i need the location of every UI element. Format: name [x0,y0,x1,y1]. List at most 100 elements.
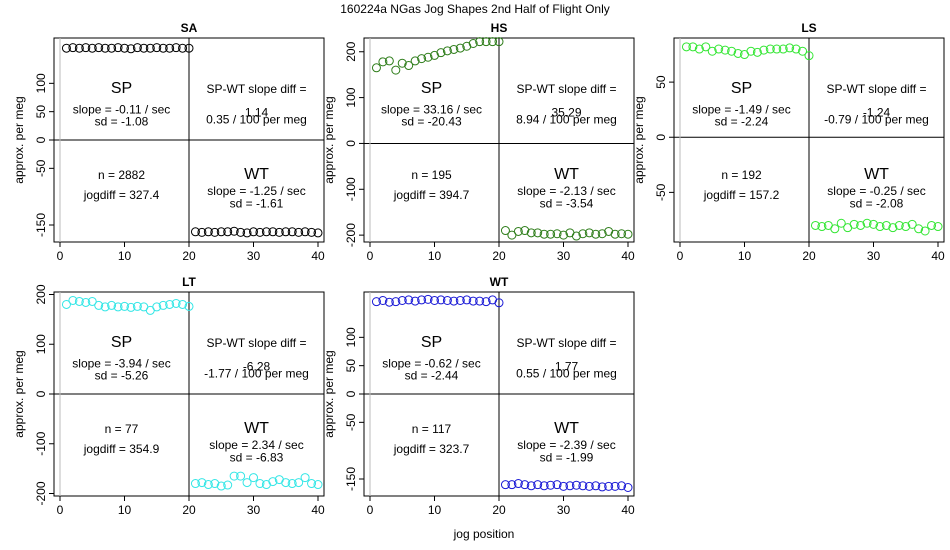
wt-point [281,478,291,488]
wt-slope: slope = -1.25 / sec [207,184,305,198]
slope-diff-per-meg: 0.35 / 100 per meg [206,113,307,127]
sp-point [494,298,504,308]
x-tick-label: 40 [931,249,945,263]
wt-point [571,231,581,241]
panel-title: LS [801,21,816,35]
y-tick-label: 0 [654,134,668,141]
n-count: n = 195 [411,168,452,182]
jogdiff: jogdiff = 327.4 [83,188,160,202]
x-tick-label: 10 [118,503,132,517]
y-axis-title: approx. per meg [12,350,26,437]
wt-point [223,227,233,237]
wt-label: WT [554,166,579,183]
sp-point [759,45,769,55]
sp-point [404,61,414,71]
sp-point [475,37,485,47]
y-tick-label: 0 [344,140,358,147]
sp-point [94,300,104,310]
wt-point [281,227,291,237]
wt-point [927,220,937,230]
sp-point [158,43,168,53]
y-tick-label: 0 [34,390,48,397]
sp-point [107,43,117,53]
wt-point [578,229,588,239]
n-count: n = 192 [721,168,762,182]
wt-point [210,227,220,237]
sp-point [68,295,78,305]
sp-point [791,44,801,54]
wt-sd: sd = -2.08 [850,196,904,210]
sp-point [694,44,704,54]
sp-point [126,44,136,54]
wt-point [875,222,885,232]
panel-wt: WT 0 10 20 30 40 100 50 0 -50 -150 approx. per meg S… [322,275,635,517]
wt-point [584,481,594,491]
jogdiff: jogdiff = 354.9 [83,442,160,456]
slope-diff-title: SP-WT slope diff = [207,336,307,350]
sp-point [423,294,433,304]
wt-point [862,218,872,228]
wt-point [197,227,207,237]
y-tick-label: 200 [344,41,358,61]
sp-point [481,297,491,307]
panel-title: HS [491,21,508,35]
sp-point [391,65,401,75]
y-tick-label: -50 [344,413,358,431]
n-count: n = 117 [412,422,452,436]
wt-point [249,473,258,483]
slope-diff-title: SP-WT slope diff = [517,336,617,350]
wt-point [520,480,530,490]
sp-point [462,41,472,51]
sp-sd: sd = -20.43 [401,115,462,129]
y-tick-label: -50 [654,183,668,201]
y-tick-label: 200 [34,284,48,304]
wt-point [294,478,304,488]
y-tick-label: 100 [344,327,358,347]
y-tick-label: -200 [34,481,48,505]
wt-point [520,226,530,236]
sp-label: SP [111,334,132,351]
wt-sd: sd = -1.99 [540,450,594,464]
sp-point [61,43,71,53]
y-axis-title: approx. per meg [322,96,336,183]
panel-ls: LS 0 10 20 30 40 50 0 -50 approx. per meg SP slope … [632,21,945,263]
y-axis-title: approx. per meg [632,96,646,183]
sp-point [410,56,420,66]
sp-point [455,43,465,53]
wt-slope: slope = -2.39 / sec [517,438,615,452]
wt-point [287,479,297,489]
wt-point [856,220,866,230]
wt-point [623,483,633,492]
wt-label: WT [864,166,889,183]
wt-point [552,480,562,490]
slope-diff-per-meg: -0.79 / 100 per meg [824,113,929,127]
wt-point [849,219,859,229]
x-tick-label: 10 [428,503,442,517]
figure-title: 160224a NGas Jog Shapes 2nd Half of Flig… [340,2,610,16]
sp-point [417,295,427,305]
sp-point [165,299,175,309]
sp-point [462,295,472,305]
sp-point [139,43,149,53]
wt-point [552,229,562,239]
sp-point [681,42,691,52]
sp-point [707,46,717,56]
y-tick-label: 100 [34,73,48,93]
slope-diff-per-meg: 0.55 / 100 per meg [516,367,617,381]
wt-point [539,229,549,239]
wt-point [307,479,317,489]
wt-point [617,229,627,239]
sp-point [727,46,737,56]
sp-point [436,295,446,305]
n-count: n = 77 [105,422,139,436]
wt-sd: sd = -6.83 [230,450,284,464]
sp-point [87,296,97,306]
sp-point [468,39,478,49]
y-tick-label: -150 [34,213,48,237]
sp-point [488,37,498,47]
y-tick-label: 50 [34,105,48,119]
sp-point [107,300,117,310]
sp-point [371,63,381,73]
x-tick-label: 40 [621,249,635,263]
wt-point [229,226,239,236]
